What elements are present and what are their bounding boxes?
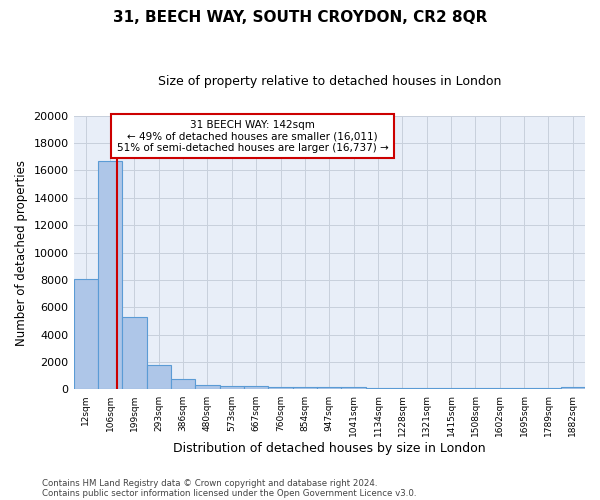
- Bar: [536, 388, 560, 390]
- Bar: [415, 388, 439, 390]
- Bar: [439, 388, 463, 390]
- Bar: [171, 379, 196, 390]
- Bar: [98, 160, 122, 390]
- Bar: [488, 388, 512, 390]
- Text: Contains public sector information licensed under the Open Government Licence v3: Contains public sector information licen…: [42, 488, 416, 498]
- Bar: [366, 388, 390, 390]
- Bar: [146, 366, 171, 390]
- Bar: [74, 278, 98, 390]
- Bar: [196, 384, 220, 390]
- Bar: [560, 386, 585, 390]
- Y-axis label: Number of detached properties: Number of detached properties: [15, 160, 28, 346]
- Bar: [341, 388, 366, 390]
- Bar: [293, 387, 317, 390]
- Bar: [220, 386, 244, 390]
- Title: Size of property relative to detached houses in London: Size of property relative to detached ho…: [158, 75, 501, 88]
- Bar: [463, 388, 488, 390]
- Bar: [268, 386, 293, 390]
- Bar: [244, 386, 268, 390]
- Text: 31 BEECH WAY: 142sqm
← 49% of detached houses are smaller (16,011)
51% of semi-d: 31 BEECH WAY: 142sqm ← 49% of detached h…: [116, 120, 388, 153]
- Bar: [317, 388, 341, 390]
- X-axis label: Distribution of detached houses by size in London: Distribution of detached houses by size …: [173, 442, 485, 455]
- Bar: [390, 388, 415, 390]
- Text: 31, BEECH WAY, SOUTH CROYDON, CR2 8QR: 31, BEECH WAY, SOUTH CROYDON, CR2 8QR: [113, 10, 487, 25]
- Text: Contains HM Land Registry data © Crown copyright and database right 2024.: Contains HM Land Registry data © Crown c…: [42, 478, 377, 488]
- Bar: [122, 317, 146, 390]
- Bar: [512, 388, 536, 390]
